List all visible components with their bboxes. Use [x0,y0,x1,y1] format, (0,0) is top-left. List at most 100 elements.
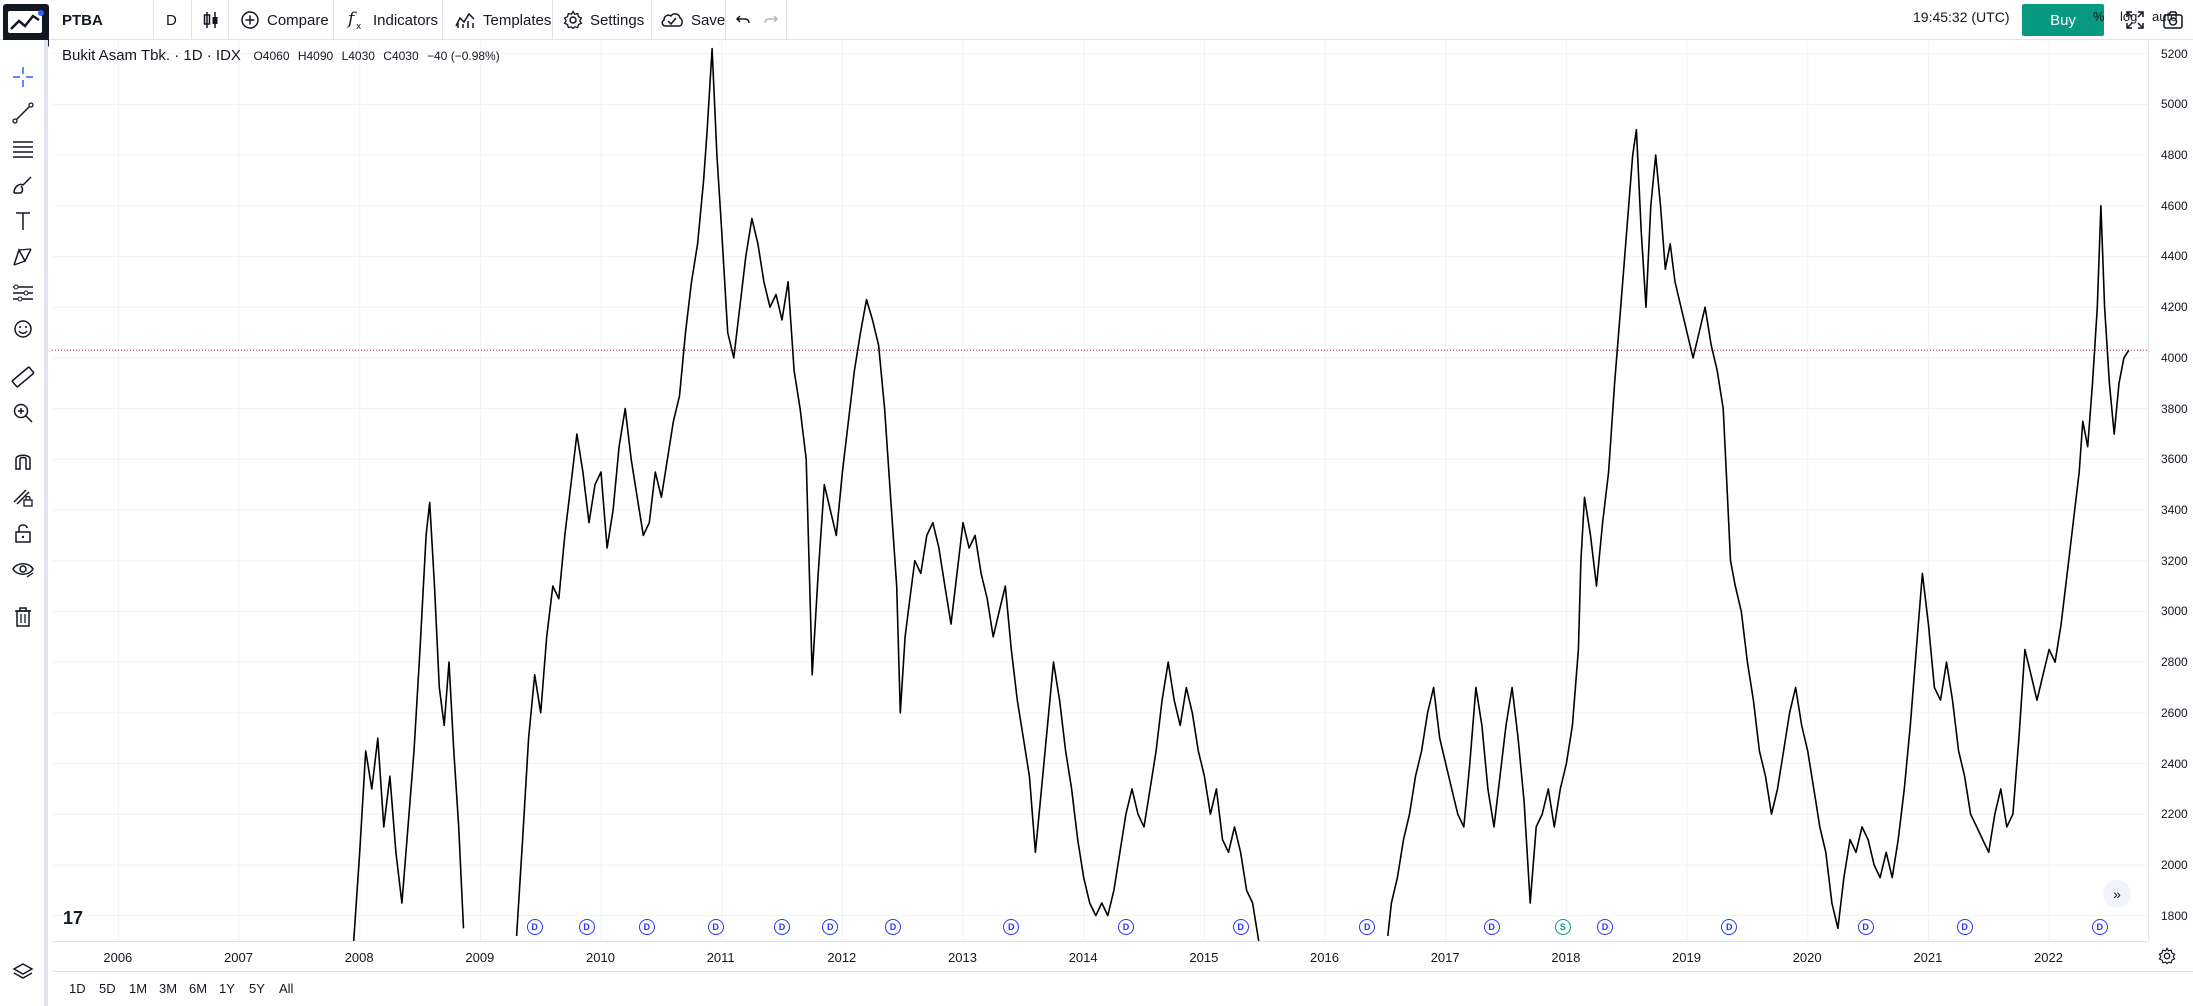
chart-settings-button[interactable] [2158,947,2176,970]
range-button-all[interactable]: All [279,981,294,996]
brush-tool[interactable] [8,170,38,200]
toolbar-divider [191,0,192,40]
dividend-event-marker[interactable]: D [1956,919,1973,935]
dividend-event-marker[interactable]: D [885,919,902,935]
split-event-marker[interactable]: S [1554,919,1571,935]
year-tick-label: 2021 [1913,950,1943,965]
object-tree-tool[interactable] [8,958,38,988]
legend-high: H4090 [297,49,334,63]
log-toggle[interactable]: log [2120,9,2138,24]
tradingview-watermark[interactable]: 17 [63,908,84,928]
redo-button[interactable] [762,0,787,40]
ruler-tool[interactable] [8,362,38,392]
layers-icon [12,963,34,979]
time-axis[interactable]: 2006 2007 2008 2009 2010 2011 2012 2013 2014 2015… [52,941,2148,971]
price-tick-label: 4000 [2161,350,2188,365]
remove-drawings-tool[interactable] [8,602,38,632]
dividend-event-marker[interactable]: D [578,919,595,935]
pattern-tool[interactable] [8,242,38,272]
undo-button[interactable] [734,0,759,40]
crosshair-tool[interactable] [8,62,38,92]
range-button-3m[interactable]: 3M [159,981,178,996]
eye-icon [12,563,34,578]
toolbar-divider [228,0,229,40]
toolbar-divider [786,0,787,40]
price-tick-label: 3000 [2161,604,2188,619]
dividend-event-marker[interactable]: D [822,919,839,935]
dividend-event-marker[interactable]: D [1232,919,1249,935]
range-button-5d[interactable]: 5D [99,981,116,996]
price-series-line [352,501,465,941]
price-tick-label: 3400 [2161,503,2188,517]
year-tick-label: 2012 [827,950,857,965]
magnet-tool[interactable] [8,446,38,476]
snapshot-button[interactable] [2162,0,2191,40]
dividend-event-marker[interactable]: D [707,919,724,935]
price-tick-label: 2200 [2161,807,2188,822]
auto-toggle[interactable]: auto [2152,9,2178,24]
prediction-tool[interactable] [8,278,38,308]
toolbar-divider [552,0,553,40]
zoom-tool[interactable] [8,398,38,428]
price-axis[interactable]: 1800 2000 2200 2400 2600 2800 3000 3200 3400 3600… [2148,41,2193,941]
dividend-event-marker[interactable]: D [774,919,791,935]
visibility-tool[interactable] [8,554,38,584]
dividend-event-marker[interactable]: D [1721,919,1738,935]
scroll-to-realtime-button[interactable]: » [2103,880,2131,908]
dividend-event-marker[interactable]: D [2091,919,2108,935]
price-chart[interactable] [52,41,2148,941]
year-tick-label: 2020 [1792,950,1822,965]
lock-drawings-tool[interactable] [8,482,38,512]
price-series-line [515,47,1260,941]
gear-icon [2158,947,2176,965]
legend-title[interactable]: Bukit Asam Tbk. · 1D · IDX [62,47,241,64]
dividend-event-marker[interactable]: D [1857,919,1874,935]
save-button[interactable]: Save [660,0,725,40]
symbol-search[interactable]: PTBA [62,11,103,29]
dividend-event-marker[interactable]: D [1003,919,1020,935]
toolbar-divider [333,0,334,40]
templates-button[interactable]: Templates [454,0,551,40]
chart-type-button[interactable] [202,0,227,40]
percent-toggle[interactable]: % [2093,9,2105,24]
dividend-event-marker[interactable]: D [1596,919,1613,935]
fullscreen-button[interactable] [2125,0,2152,40]
price-tick-label: 2000 [2161,857,2188,872]
lock-icon [15,524,31,543]
utc-clock[interactable]: 19:45:32 (UTC) [1913,9,2010,25]
templates-icon [455,12,475,28]
dividend-event-marker[interactable]: D [638,919,655,935]
buy-button[interactable]: Buy [2022,4,2104,36]
dividend-event-marker[interactable]: D [526,919,543,935]
dividend-event-marker[interactable]: D [1117,919,1134,935]
settings-button[interactable]: Settings [563,0,644,40]
range-button-5y[interactable]: 5Y [249,981,265,996]
year-tick-label: 2006 [103,950,133,965]
year-tick-label: 2013 [948,950,977,965]
legend-close: C4030 [383,49,419,63]
text-tool[interactable] [8,206,38,236]
fib-tool[interactable] [8,134,38,164]
legend-open: O4060 [253,49,290,63]
legend-change: −40 (−0.98%) [427,49,500,63]
dividend-event-marker[interactable]: D [1483,919,1500,935]
range-button-1y[interactable]: 1Y [219,981,235,996]
price-tick-label: 4200 [2161,300,2188,315]
legend-low: L4030 [341,49,375,63]
range-button-6m[interactable]: 6M [189,981,208,996]
interval-button[interactable]: D [166,11,177,29]
range-button-1d[interactable]: 1D [69,981,86,996]
templates-label: Templates [483,11,552,29]
lock-tool[interactable] [8,518,38,548]
emoji-tool[interactable] [8,314,38,344]
compare-button[interactable]: Compare [240,0,329,40]
compare-label: Compare [267,11,329,29]
cloud-save-icon [661,13,683,27]
range-button-1m[interactable]: 1M [129,981,148,996]
indicators-label: Indicators [373,11,439,29]
trendline-tool[interactable] [8,98,38,128]
save-label: Save [691,11,726,29]
dividend-event-marker[interactable]: D [1359,919,1376,935]
